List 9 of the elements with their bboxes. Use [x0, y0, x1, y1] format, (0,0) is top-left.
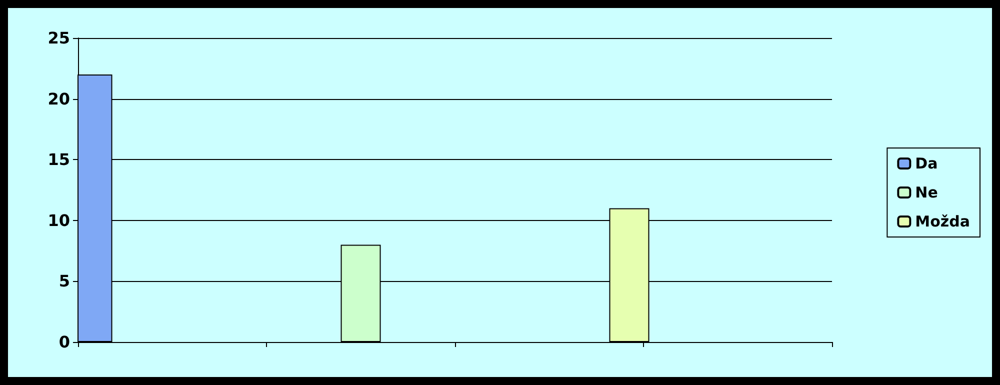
- y-tick-label: 25: [48, 28, 70, 48]
- y-tick-label: 10: [48, 210, 70, 230]
- legend-label: Ne: [915, 184, 938, 202]
- legend-label: Možda: [915, 212, 970, 230]
- y-tick-label: 20: [48, 89, 70, 108]
- y-tick-label: 0: [58, 332, 70, 352]
- y-tick-label: 15: [48, 150, 70, 170]
- legend-label: Da: [915, 154, 938, 172]
- y-tick-label: 5: [58, 272, 70, 291]
